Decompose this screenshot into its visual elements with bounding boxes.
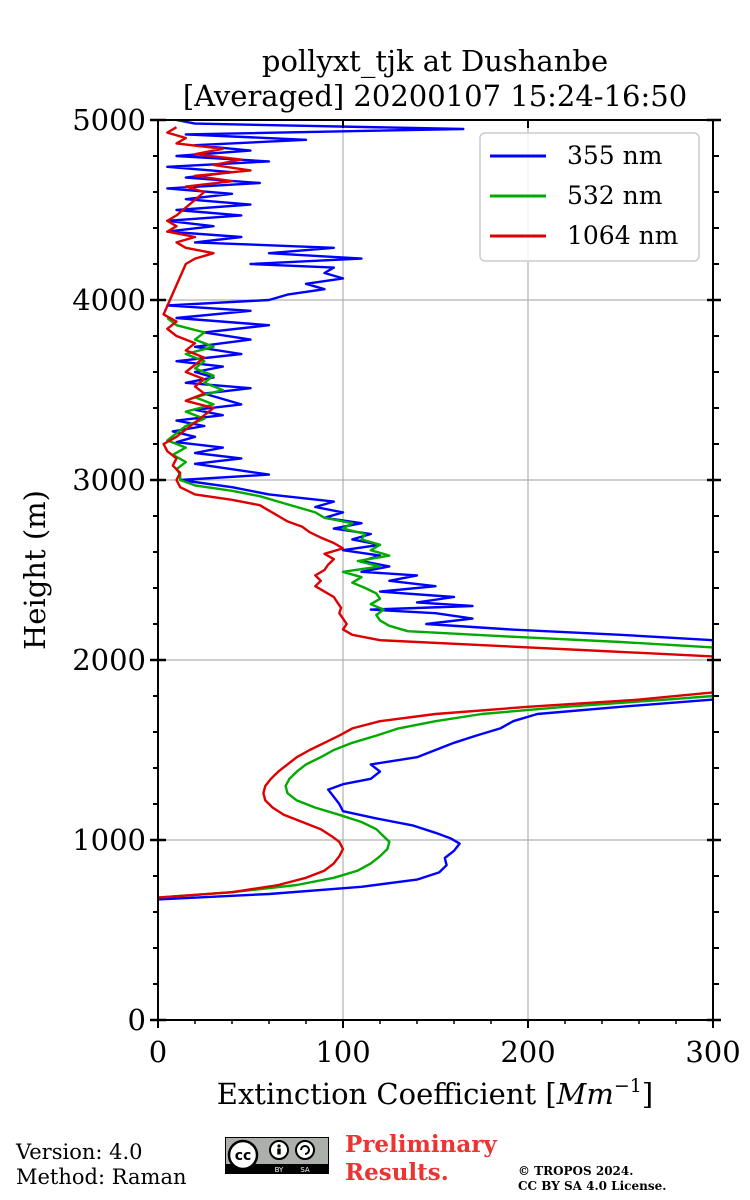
y-tick-label: 4000 (72, 283, 146, 317)
x-tick-label: 200 (500, 1035, 555, 1069)
preliminary-line1: Preliminary (345, 1131, 497, 1158)
preliminary-line2: Results. (345, 1159, 449, 1186)
cc-sa-label: SA (300, 1166, 310, 1174)
legend-box (479, 132, 700, 262)
x-axis-label-close: ] (642, 1077, 653, 1111)
series-line-532-nm (158, 317, 713, 899)
chart-title-line1: pollyxt_tjk at Dushanbe (262, 44, 608, 79)
copyright-line1: © TROPOS 2024. (518, 1164, 634, 1178)
cc-by-label: BY (275, 1166, 284, 1174)
x-axis-label-base: Extinction Coefficient [ (217, 1077, 557, 1111)
legend-label-1064: 1064 nm (567, 221, 679, 250)
cc-license-badge: cc BY SA (225, 1137, 329, 1174)
chart-title-line2: [Averaged] 20200107 15:24-16:50 (183, 79, 687, 113)
x-axis-label-unit: Mm (556, 1077, 614, 1111)
plot-layer (158, 120, 713, 901)
y-tick-label: 1000 (72, 823, 146, 857)
x-axis-label: Extinction Coefficient [Mm−1] (217, 1075, 653, 1111)
copyright-line2: CC BY SA 4.0 License. (518, 1179, 667, 1193)
legend-label-355: 355 nm (567, 141, 663, 170)
cc-sa-share-icon (295, 1140, 315, 1160)
x-tick-label: 300 (685, 1035, 740, 1069)
x-axis-label-exponent: −1 (614, 1075, 642, 1097)
method-text: Method: Raman (16, 1165, 187, 1189)
cc-circle-icon (227, 1139, 259, 1171)
y-tick-label: 0 (128, 1003, 146, 1037)
y-axis-label: Height (m) (18, 490, 52, 650)
legend: 355 nm 532 nm 1064 nm (479, 132, 700, 262)
y-tick-label: 5000 (72, 103, 146, 137)
x-tick-label: 0 (149, 1035, 167, 1069)
copyright-notice: © TROPOS 2024. CC BY SA 4.0 License. (518, 1164, 666, 1194)
x-tick-label: 100 (315, 1035, 370, 1069)
series-line-1064-nm (158, 126, 713, 899)
version-text: Version: 4.0 (16, 1140, 143, 1164)
y-tick-label: 3000 (72, 463, 146, 497)
plot-frame (157, 119, 714, 1021)
cc-text: cc (235, 1148, 252, 1164)
legend-label-532: 532 nm (567, 181, 663, 210)
y-tick-label: 2000 (72, 643, 146, 677)
preliminary-results-notice: Preliminary Results. (345, 1131, 497, 1187)
